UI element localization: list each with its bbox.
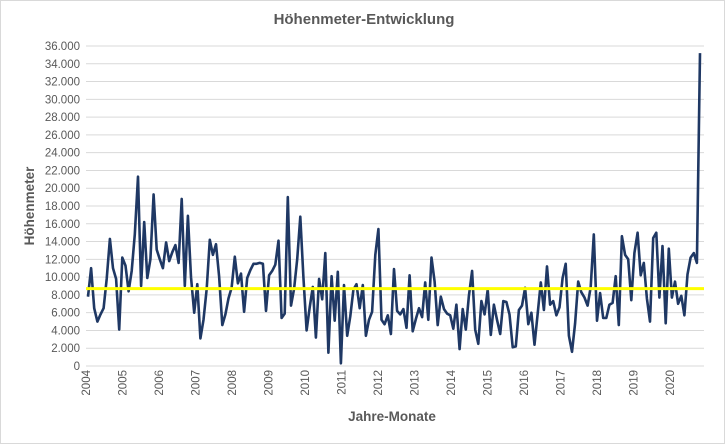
x-tick-label: 2020 <box>665 370 677 396</box>
y-tick-label: 18.000 <box>45 201 80 213</box>
x-tick-label: 2016 <box>519 370 531 396</box>
y-tick-label: 28.000 <box>45 112 80 124</box>
x-tick-label: 2004 <box>81 369 93 395</box>
y-tick-label: 6.000 <box>51 308 80 320</box>
y-tick-label: 20.000 <box>45 183 80 195</box>
y-tick-label: 12.000 <box>45 254 80 266</box>
x-tick-label: 2009 <box>263 370 275 396</box>
x-tick-label: 2010 <box>300 370 312 396</box>
x-tick-label: 2006 <box>154 370 166 396</box>
y-tick-label: 22.000 <box>45 165 80 177</box>
y-tick-label: 24.000 <box>45 148 80 160</box>
x-tick-label: 2019 <box>628 370 640 396</box>
x-tick-label: 2014 <box>446 369 458 395</box>
series-layer <box>86 53 704 365</box>
x-tick-label: 2013 <box>409 370 421 396</box>
x-tick-label: 2007 <box>190 370 202 396</box>
y-tick-label: 14.000 <box>45 237 80 249</box>
chart-title: Höhenmeter-Entwicklung <box>274 11 455 28</box>
y-tick-label: 32.000 <box>45 77 80 89</box>
y-tick-label: 4.000 <box>51 325 80 337</box>
x-tick-label: 2005 <box>117 370 129 396</box>
y-tick-label: 16.000 <box>45 219 80 231</box>
y-tick-label: 34.000 <box>45 59 80 71</box>
y-tick-label: 0 <box>74 361 80 373</box>
x-tick-label: 2015 <box>482 370 494 396</box>
x-tick-label: 2008 <box>227 370 239 396</box>
y-axis-ticks: 0 2.000 4.000 6.000 8.000 10.000 12.000 14.000 1… <box>45 41 80 373</box>
y-tick-label: 8.000 <box>51 290 80 302</box>
x-axis-title: Jahre-Monate <box>348 409 436 424</box>
y-tick-label: 26.000 <box>45 130 80 142</box>
y-tick-label: 30.000 <box>45 94 80 106</box>
x-tick-label: 2018 <box>592 370 604 396</box>
y-tick-label: 36.000 <box>45 41 80 53</box>
series-line-hoehenmeter <box>86 53 702 365</box>
x-tick-label: 2011 <box>336 370 348 395</box>
y-tick-label: 2.000 <box>51 343 80 355</box>
y-axis-title: Höhenmeter <box>22 166 37 246</box>
x-tick-label: 2017 <box>555 370 567 396</box>
x-axis-ticks: 2004 2005 2006 2007 2008 2009 2010 2011 2012 2013… <box>81 369 677 395</box>
x-tick-label: 2012 <box>373 370 385 396</box>
gridlines <box>86 45 704 367</box>
y-tick-label: 10.000 <box>45 272 80 284</box>
